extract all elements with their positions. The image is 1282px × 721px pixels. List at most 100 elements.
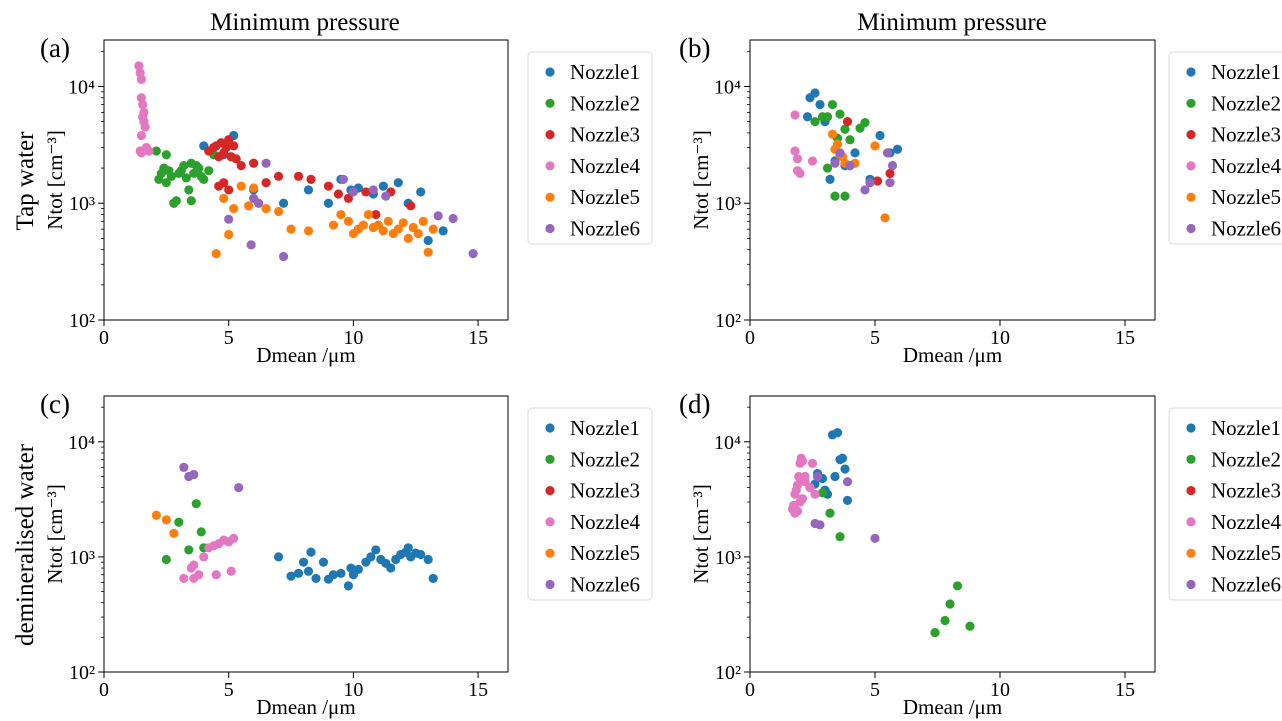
legend-marker xyxy=(545,454,555,464)
x-tick-label: 15 xyxy=(1115,327,1135,349)
data-point xyxy=(273,171,284,181)
data-point xyxy=(303,185,314,195)
data-point xyxy=(166,171,176,181)
data-point xyxy=(286,571,296,581)
data-point xyxy=(789,500,799,511)
data-point xyxy=(842,495,853,505)
data-point xyxy=(945,599,955,609)
x-tick-label: 10 xyxy=(343,327,363,349)
y-tick-label: 10⁴ xyxy=(68,432,95,454)
data-point xyxy=(810,489,820,499)
data-point xyxy=(261,158,271,168)
x-tick-label: 10 xyxy=(990,679,1010,701)
data-point xyxy=(840,191,850,201)
legend-marker xyxy=(545,223,555,234)
data-point xyxy=(249,158,259,168)
x-tick-label: 0 xyxy=(99,679,109,701)
legend-marker xyxy=(545,67,555,77)
data-point xyxy=(181,173,191,183)
data-point xyxy=(249,193,259,203)
legend-label: Nozzle2 xyxy=(1211,447,1281,471)
data-point xyxy=(278,198,289,208)
data-point xyxy=(393,224,403,234)
data-point xyxy=(371,545,381,555)
data-point xyxy=(189,560,199,570)
data-point xyxy=(827,129,838,139)
data-point xyxy=(338,174,349,184)
y-tick-label: 10² xyxy=(715,310,741,332)
y-axis-label: Ntot [cm⁻³] xyxy=(689,130,713,230)
legend-label: Nozzle4 xyxy=(570,154,640,178)
data-point xyxy=(236,181,246,191)
data-point xyxy=(358,220,368,230)
data-point xyxy=(438,226,448,236)
data-point xyxy=(822,163,833,173)
data-point xyxy=(194,570,204,580)
panel-label: (b) xyxy=(679,33,710,63)
data-point xyxy=(234,483,244,493)
data-point xyxy=(845,135,855,145)
data-point xyxy=(398,218,408,228)
panel-label: (d) xyxy=(679,389,710,419)
data-point xyxy=(328,220,339,230)
data-point xyxy=(790,110,800,120)
data-point xyxy=(303,226,314,236)
data-point xyxy=(219,178,229,188)
data-point xyxy=(840,464,850,474)
data-point xyxy=(161,150,171,160)
data-point xyxy=(815,99,825,110)
data-point xyxy=(842,117,853,127)
legend-marker xyxy=(545,98,555,108)
data-point xyxy=(860,185,870,195)
data-point xyxy=(293,171,304,181)
data-point xyxy=(832,428,843,438)
data-point xyxy=(196,527,206,537)
data-point xyxy=(179,462,189,472)
data-point xyxy=(336,568,346,578)
legend-box xyxy=(1168,407,1282,601)
x-tick-label: 0 xyxy=(99,327,109,349)
legend-label: Nozzle4 xyxy=(570,510,640,534)
panel-c: 0 5 10 15 10² 10³ 10⁴ Dmean /μm Ntot [cm⁻³] (c) No… xyxy=(40,389,653,719)
plot-frame xyxy=(749,395,1156,673)
data-point xyxy=(224,229,234,240)
x-tick-label: 15 xyxy=(1115,679,1135,701)
legend-label: Nozzle2 xyxy=(570,91,640,115)
data-point xyxy=(161,178,171,188)
data-point xyxy=(343,216,353,226)
legend-marker xyxy=(545,423,555,433)
data-point xyxy=(343,581,353,591)
x-tick-label: 10 xyxy=(990,327,1010,349)
data-point xyxy=(965,621,975,631)
data-point xyxy=(830,191,840,201)
data-point xyxy=(371,209,381,220)
data-point xyxy=(892,144,903,154)
row-label-tap-water: Tap water xyxy=(12,131,39,231)
data-point xyxy=(138,99,148,110)
data-point xyxy=(830,158,840,168)
data-point xyxy=(386,563,396,573)
x-axis-label: Dmean /μm xyxy=(256,695,355,719)
data-point xyxy=(199,552,209,562)
data-point xyxy=(797,456,808,466)
data-point xyxy=(343,193,353,203)
x-tick-label: 15 xyxy=(468,679,488,701)
data-point xyxy=(403,233,413,243)
data-point xyxy=(363,209,373,220)
legend-label: Nozzle5 xyxy=(1211,541,1281,565)
data-point xyxy=(792,154,803,164)
data-point xyxy=(348,187,358,197)
data-point xyxy=(383,216,393,226)
legend-label: Nozzle1 xyxy=(570,60,640,84)
legend-marker xyxy=(1186,130,1196,140)
data-point xyxy=(368,185,378,195)
data-point xyxy=(835,148,845,158)
data-point xyxy=(418,216,428,226)
legend-marker xyxy=(1186,548,1196,558)
data-point xyxy=(872,176,883,186)
data-point xyxy=(224,185,234,195)
data-point xyxy=(416,549,426,560)
data-point xyxy=(169,528,179,539)
data-point xyxy=(136,130,147,141)
